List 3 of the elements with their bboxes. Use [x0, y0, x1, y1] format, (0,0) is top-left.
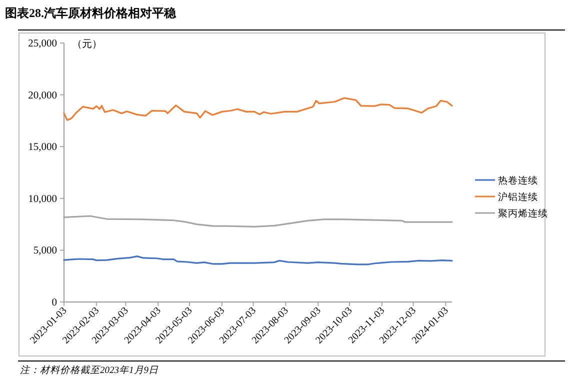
annotation: 注：材料价格截至2023年1月9日: [20, 366, 158, 376]
title: 图表28.汽车原材料价格相对平稳: [5, 6, 176, 20]
ylabel: （元）: [72, 39, 102, 50]
